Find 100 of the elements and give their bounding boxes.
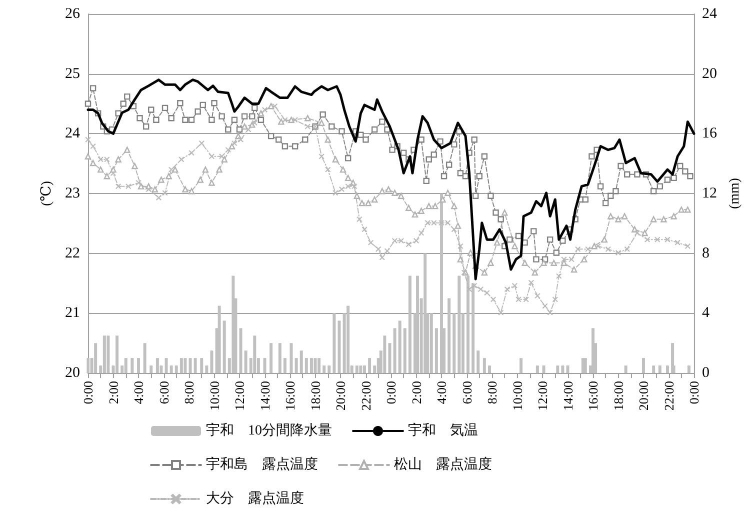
y-tick-label: 24 (65, 126, 80, 142)
bar (210, 350, 214, 373)
y-axis-title: (℃) (40, 180, 55, 206)
x-tick-label: 20:00 (333, 381, 348, 411)
bar (561, 366, 564, 373)
bar (542, 366, 546, 373)
bar (294, 358, 298, 373)
bar (488, 366, 491, 373)
bar (137, 358, 140, 373)
bar (448, 298, 451, 373)
bar (278, 343, 282, 373)
bar (170, 366, 173, 373)
legend-label: 松山 露点温度 (394, 456, 492, 472)
y2-tick-label: 24 (702, 6, 718, 22)
bar (143, 343, 146, 373)
y2-tick-label: 0 (702, 365, 710, 381)
x-tick-label: 16:00 (282, 381, 298, 411)
bar (239, 328, 242, 373)
bar (430, 313, 433, 373)
legend-label: 宇和 気温 (408, 422, 478, 438)
bar (403, 328, 406, 373)
bar (536, 366, 539, 373)
bar (102, 336, 106, 373)
bar (476, 350, 480, 373)
x-tick-label: 20:00 (636, 381, 651, 411)
x-tick-label: 10:00 (206, 381, 222, 411)
x-tick-label: 2:00 (408, 381, 424, 404)
y2-tick-label: 20 (702, 66, 717, 82)
bar (359, 366, 362, 373)
bar (383, 336, 386, 373)
bar (150, 366, 153, 373)
bar (174, 366, 178, 373)
bar (346, 306, 350, 373)
bar (253, 336, 256, 373)
x-tick-label: 14:00 (560, 381, 576, 411)
bar (263, 358, 266, 373)
y-tick-label: 20 (65, 365, 80, 381)
bar (584, 358, 587, 373)
bar (290, 343, 293, 373)
bar (556, 366, 560, 373)
x-tick-label: 4:00 (434, 381, 449, 404)
bar (304, 358, 308, 373)
bar (244, 350, 248, 373)
bar (416, 276, 420, 373)
legend-label: 宇和 10分間降水量 (206, 422, 332, 438)
y2-axis-title: (mm) (727, 178, 742, 210)
bar (388, 343, 392, 373)
x-tick-label: 12:00 (232, 381, 247, 411)
y-tick-label: 23 (65, 186, 80, 202)
x-tick-label: 8:00 (182, 381, 196, 404)
bar (194, 358, 197, 373)
bar (283, 358, 286, 373)
legend-label: 大分 露点温度 (206, 490, 304, 506)
bar (200, 358, 204, 373)
bar (658, 366, 662, 373)
bar (86, 358, 90, 373)
bar (666, 366, 669, 373)
bar (642, 358, 645, 373)
bar (482, 358, 486, 373)
x-tick-label: 18:00 (308, 381, 323, 411)
x-tick-label: 0:00 (80, 381, 96, 404)
bar (106, 336, 110, 373)
x-tick-label: 18:00 (610, 381, 626, 411)
bar (94, 343, 98, 373)
bar (458, 276, 461, 373)
bar (408, 276, 412, 373)
bar (310, 358, 313, 373)
x-tick-label: 10:00 (510, 381, 525, 411)
bar (624, 366, 628, 373)
bar (270, 343, 273, 373)
bar (218, 306, 221, 373)
bar (300, 350, 303, 373)
y-tick-label: 21 (65, 305, 80, 322)
x-tick-label: 16:00 (586, 381, 600, 411)
x-tick-label: 0:00 (384, 381, 398, 404)
bar (328, 366, 331, 373)
x-tick-label: 2:00 (106, 381, 121, 404)
bar (687, 366, 690, 373)
x-tick-label: 14:00 (257, 381, 272, 411)
bar (322, 366, 326, 373)
x-tick-label: 6:00 (156, 381, 172, 404)
y-tick-label: 25 (65, 66, 80, 82)
x-tick-label: 8:00 (484, 381, 500, 404)
y2-tick-label: 12 (702, 186, 717, 202)
bar (393, 328, 396, 373)
y2-tick-label: 16 (702, 126, 718, 142)
bar (184, 358, 187, 373)
x-tick-label: 22:00 (661, 381, 676, 411)
bar (566, 366, 570, 373)
bar (424, 253, 427, 373)
x-tick-label: 12:00 (535, 381, 550, 411)
bar (434, 328, 438, 373)
bar (368, 358, 372, 373)
x-tick-label: 22:00 (358, 381, 374, 411)
bar (362, 366, 366, 373)
bar (332, 313, 336, 373)
bar (398, 320, 402, 373)
bar (205, 366, 208, 373)
y-tick-label: 26 (65, 6, 80, 22)
bar (338, 320, 341, 373)
